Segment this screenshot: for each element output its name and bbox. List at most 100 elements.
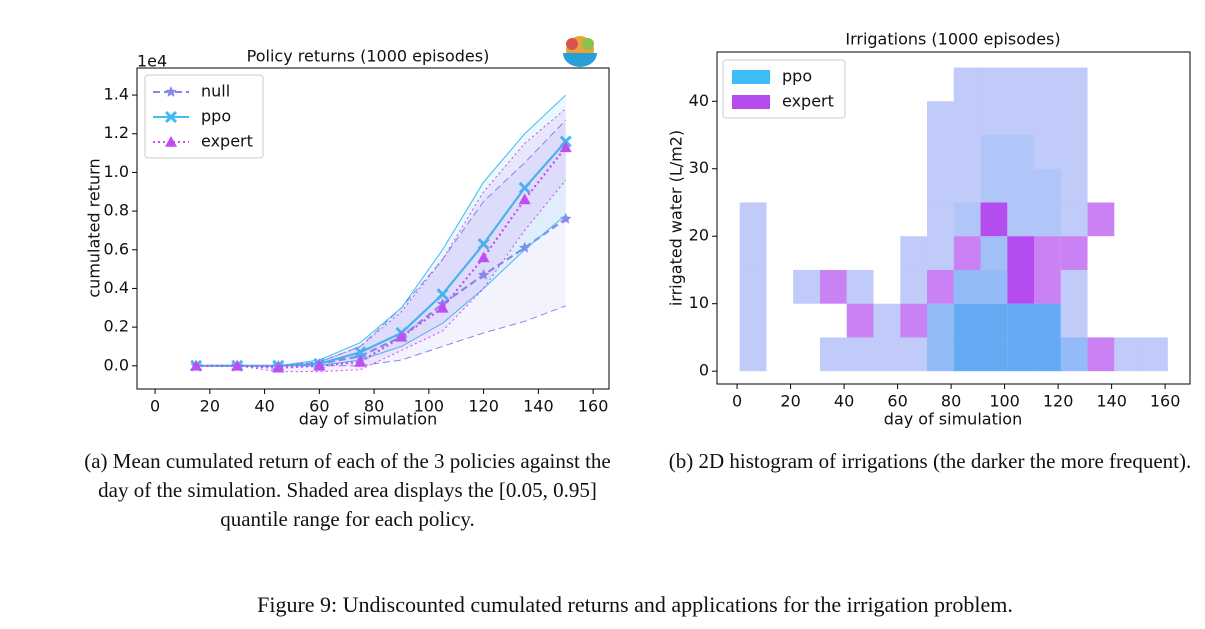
hist-cell bbox=[1007, 67, 1035, 102]
hist-cell bbox=[980, 303, 1008, 338]
marker bbox=[559, 141, 572, 153]
marker bbox=[477, 237, 490, 250]
offset-label: 1e4 bbox=[137, 52, 167, 71]
legend-label: ppo bbox=[782, 67, 812, 86]
hist-cell bbox=[820, 304, 847, 338]
x-tick-label: 60 bbox=[887, 392, 907, 411]
marker bbox=[477, 251, 490, 263]
hist-cell bbox=[980, 135, 1008, 169]
hist-cell bbox=[1034, 269, 1061, 304]
x-tick-label: 160 bbox=[1150, 392, 1181, 411]
caption-b: (b) 2D histogram of irrigations (the dar… bbox=[668, 449, 1192, 473]
hist-cell bbox=[980, 269, 1008, 304]
hist-cell bbox=[739, 337, 767, 372]
hist-cell bbox=[953, 337, 981, 372]
hist-cell bbox=[980, 168, 1008, 203]
hist-cell bbox=[953, 269, 981, 304]
x-tick-label: 120 bbox=[1043, 392, 1074, 411]
marker bbox=[560, 212, 572, 224]
hist-cell bbox=[900, 135, 927, 169]
hist-cell bbox=[953, 101, 981, 135]
marker bbox=[354, 355, 367, 367]
hist-cell bbox=[793, 169, 820, 203]
hist-cell bbox=[847, 68, 874, 102]
hist-cell bbox=[766, 169, 793, 203]
hist-cell bbox=[740, 135, 767, 169]
hist-cell bbox=[900, 303, 928, 338]
hist-cell bbox=[980, 236, 1008, 270]
hist-cell bbox=[1007, 236, 1035, 270]
legend-label: ppo bbox=[201, 107, 231, 126]
hist-cell bbox=[1114, 337, 1142, 372]
hist-cell bbox=[1034, 303, 1061, 338]
hist-cell bbox=[1114, 202, 1141, 236]
hist-cell bbox=[820, 169, 847, 203]
hist-cell bbox=[1034, 337, 1061, 372]
hist-cell bbox=[1141, 68, 1168, 102]
hist-cell bbox=[980, 337, 1008, 372]
hist-cell bbox=[927, 135, 954, 169]
marker bbox=[477, 268, 490, 280]
hist-cell bbox=[873, 303, 901, 338]
legend-marker bbox=[165, 111, 177, 123]
hist-cell bbox=[739, 236, 767, 270]
marker bbox=[354, 350, 367, 361]
hist-cell bbox=[1034, 168, 1061, 203]
hist-cell bbox=[846, 269, 874, 304]
hist-cell bbox=[739, 269, 767, 304]
marker bbox=[272, 361, 285, 373]
hist-cell bbox=[1060, 303, 1088, 338]
hist-cell bbox=[1007, 67, 1035, 102]
hist-cell bbox=[1114, 68, 1141, 102]
x-tick-label: 100 bbox=[414, 397, 445, 416]
hist-cell bbox=[1034, 101, 1061, 135]
legend-swatch bbox=[732, 95, 770, 109]
x-tick-label: 80 bbox=[941, 392, 961, 411]
hist-cell bbox=[1034, 303, 1061, 338]
hist-cell bbox=[766, 337, 793, 371]
hist-cell bbox=[1034, 135, 1061, 169]
hist-cell bbox=[874, 101, 901, 135]
x-axis-label: day of simulation bbox=[884, 410, 1022, 429]
hist-cell bbox=[1007, 337, 1035, 372]
y-tick-label: 1.4 bbox=[104, 85, 129, 104]
hist-cell bbox=[900, 337, 928, 372]
hist-cell bbox=[927, 269, 954, 304]
hist-cell bbox=[1060, 202, 1088, 237]
hist-cell bbox=[766, 135, 793, 169]
x-tick-label: 20 bbox=[780, 392, 800, 411]
hist-cell bbox=[900, 101, 927, 135]
hist-cell bbox=[1141, 337, 1168, 372]
quantile-band bbox=[196, 108, 566, 372]
hist-cell bbox=[953, 202, 981, 237]
hist-cell bbox=[927, 202, 954, 237]
hist-cell bbox=[1007, 168, 1035, 203]
plot-frame bbox=[136, 67, 610, 390]
hist-cell bbox=[874, 169, 901, 203]
hist-cell bbox=[927, 168, 954, 203]
legend-marker bbox=[165, 136, 177, 147]
hist-cell bbox=[953, 337, 981, 372]
hist-cell bbox=[1060, 168, 1088, 203]
hist-cell bbox=[953, 168, 981, 203]
hist-cell bbox=[1007, 202, 1035, 237]
hist-cell bbox=[793, 304, 820, 338]
hist-cell bbox=[874, 135, 901, 169]
hist-cell bbox=[874, 202, 901, 236]
hist-cell bbox=[1088, 169, 1115, 203]
hist-cell bbox=[1007, 303, 1035, 338]
hist-cell bbox=[1087, 202, 1115, 237]
hist-cell bbox=[900, 269, 928, 304]
x-tick-label: 60 bbox=[309, 397, 329, 416]
hist-cell bbox=[820, 269, 847, 304]
hist-cell bbox=[1141, 236, 1168, 270]
x-tick-label: 0 bbox=[150, 397, 160, 416]
hist-cell bbox=[739, 303, 767, 338]
hist-cell bbox=[1141, 135, 1168, 169]
y-tick-label: 0.0 bbox=[104, 355, 129, 374]
hist-cell bbox=[1034, 135, 1061, 169]
x-tick-label: 140 bbox=[1096, 392, 1127, 411]
hist-cell bbox=[927, 202, 954, 237]
hist-cell bbox=[793, 202, 820, 236]
